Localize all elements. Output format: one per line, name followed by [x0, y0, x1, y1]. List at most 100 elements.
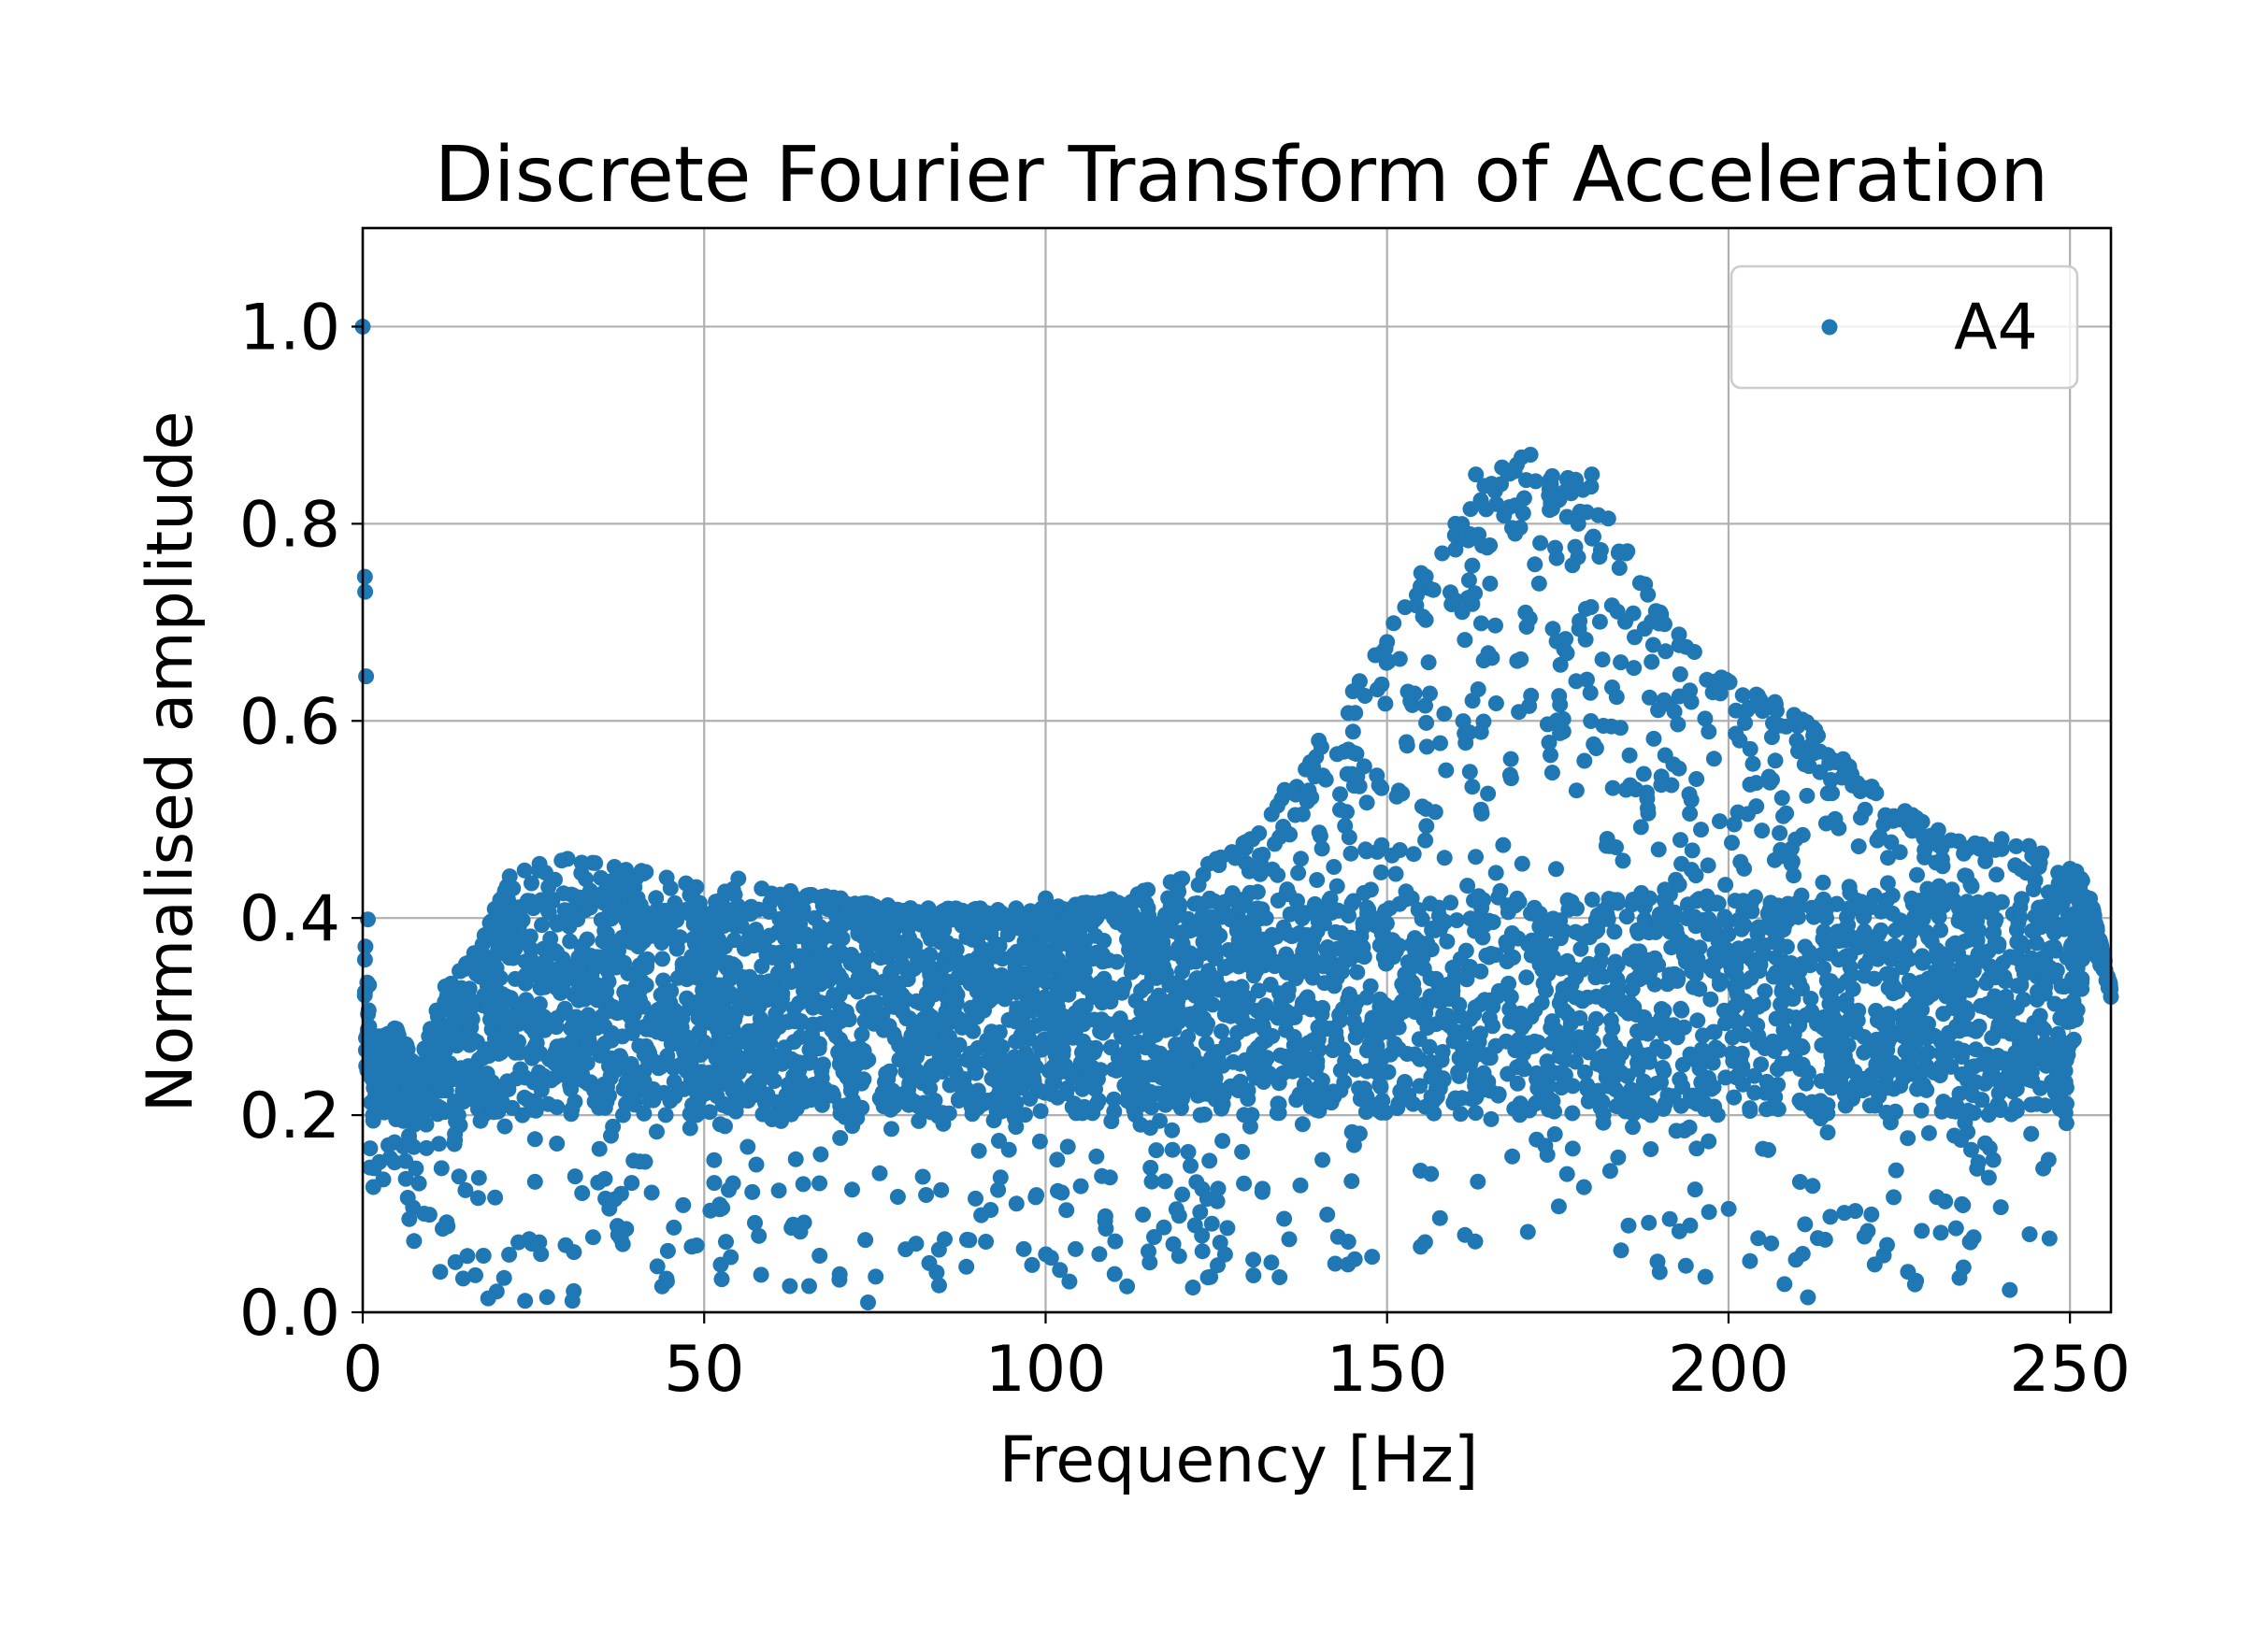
data-point: [1581, 1041, 1597, 1057]
data-point: [1293, 1178, 1309, 1194]
data-point: [1093, 949, 1109, 965]
data-point: [1298, 762, 1313, 778]
data-point: [1948, 1221, 1964, 1237]
data-point: [525, 1075, 541, 1091]
data-point: [1563, 485, 1579, 501]
data-point: [1073, 1179, 1089, 1195]
data-point: [1888, 1163, 1904, 1179]
data-point: [1851, 939, 1867, 955]
data-point: [433, 1100, 449, 1116]
data-point: [1682, 806, 1698, 822]
data-point: [1956, 1260, 1972, 1276]
data-point: [1465, 693, 1481, 708]
data-point: [496, 1270, 512, 1286]
data-point: [1933, 1224, 1949, 1240]
data-point: [1480, 1050, 1496, 1066]
data-point: [1422, 895, 1438, 911]
data-point: [845, 1094, 861, 1110]
data-point: [1287, 808, 1303, 823]
data-point: [1935, 858, 1951, 874]
data-point: [1106, 1104, 1122, 1120]
data-point: [954, 969, 969, 985]
data-point: [1272, 1048, 1288, 1064]
data-point: [1343, 1173, 1359, 1189]
data-point: [1655, 1060, 1671, 1076]
data-point: [1099, 1019, 1115, 1035]
data-point: [1293, 965, 1309, 980]
data-point: [1270, 1105, 1285, 1121]
data-point: [961, 1232, 977, 1248]
data-point: [1446, 1034, 1462, 1050]
data-point: [1587, 969, 1603, 985]
data-point: [1275, 1066, 1291, 1081]
data-point: [549, 945, 565, 961]
data-point: [936, 922, 952, 937]
data-point: [1544, 1094, 1560, 1109]
data-point: [1726, 1090, 1742, 1106]
data-point: [1089, 1096, 1105, 1112]
data-point: [1484, 1111, 1500, 1127]
data-point: [1452, 1009, 1468, 1024]
data-point: [1094, 1168, 1110, 1184]
data-point: [971, 1143, 987, 1159]
data-point: [1438, 763, 1454, 779]
data-point: [590, 1175, 606, 1191]
data-point: [457, 1182, 473, 1198]
data-point: [1787, 832, 1803, 848]
data-point: [1751, 920, 1767, 936]
data-point: [1425, 1094, 1441, 1109]
data-point: [1008, 900, 1024, 916]
data-point: [658, 1271, 674, 1287]
data-point: [1407, 944, 1423, 960]
data-point: [993, 1169, 1009, 1185]
data-point: [539, 1289, 555, 1305]
data-point: [2059, 1096, 2074, 1112]
data-point: [1517, 605, 1533, 621]
data-point: [1335, 1041, 1351, 1057]
data-point: [2046, 996, 2062, 1012]
data-point: [1091, 1246, 1107, 1262]
data-point: [1551, 1198, 1567, 1214]
data-point: [491, 1046, 507, 1062]
data-point: [1188, 1174, 1204, 1190]
data-point: [1598, 905, 1614, 921]
data-point: [1877, 893, 1893, 908]
data-point: [770, 966, 786, 981]
data-point: [759, 1087, 775, 1103]
data-point: [1219, 1220, 1235, 1236]
data-point: [508, 1045, 524, 1061]
data-point: [2046, 939, 2062, 955]
data-point: [1513, 1095, 1529, 1111]
data-point: [1282, 1231, 1298, 1247]
data-point: [1706, 751, 1722, 766]
data-point: [1577, 1065, 1593, 1080]
data-point: [1797, 1216, 1813, 1232]
data-point: [749, 1157, 765, 1173]
data-point: [1418, 715, 1434, 731]
data-point: [1945, 1103, 1960, 1119]
data-point: [1687, 1181, 1703, 1197]
data-point: [1621, 1218, 1637, 1234]
data-point: [1942, 1026, 1958, 1042]
data-point: [1347, 932, 1363, 948]
data-point: [1592, 614, 1608, 630]
data-point: [1417, 833, 1433, 849]
data-point: [1141, 1243, 1156, 1259]
data-point: [788, 1152, 804, 1167]
data-point: [1921, 1125, 1937, 1141]
data-point: [1651, 841, 1667, 857]
data-point: [1767, 852, 1783, 868]
data-point: [1154, 927, 1170, 943]
data-point: [1972, 1019, 1988, 1035]
data-point: [737, 976, 753, 992]
data-point: [1199, 1191, 1215, 1207]
data-point: [2101, 972, 2117, 988]
data-point: [427, 1041, 443, 1057]
data-point: [1060, 1138, 1076, 1154]
data-point: [423, 1023, 439, 1038]
data-point: [1263, 1254, 1279, 1270]
data-point: [1851, 838, 1867, 854]
data-point: [2023, 1096, 2039, 1112]
data-point: [1667, 905, 1683, 921]
data-point: [1513, 1039, 1529, 1055]
